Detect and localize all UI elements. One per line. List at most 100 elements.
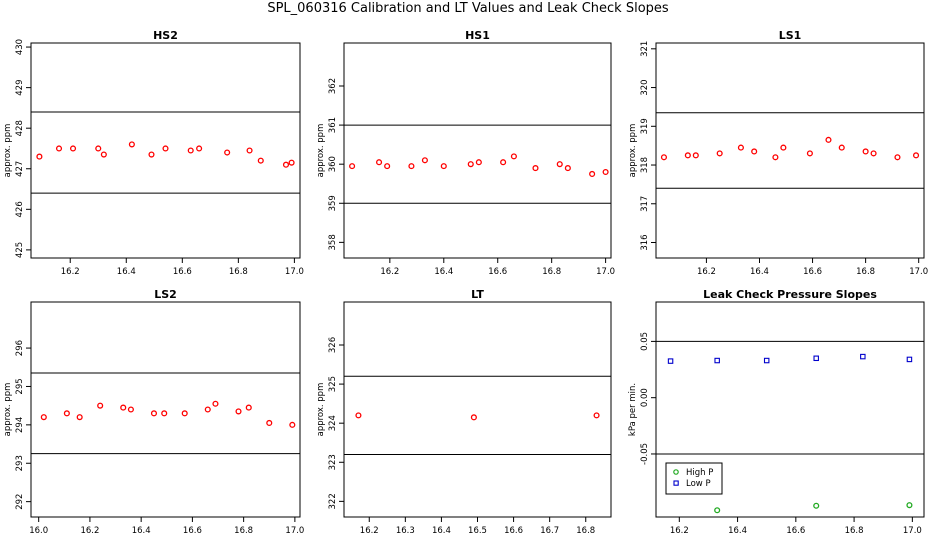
data-point (737, 144, 744, 151)
x-tick-label: 16.2 (697, 267, 716, 277)
x-tick-label: 16.4 (132, 526, 151, 536)
chart-leak: Leak Check Pressure Slopes 16.2 16.4 16.6 16… (628, 288, 925, 536)
x-tick-label: 16.2 (61, 267, 80, 277)
data-point (838, 144, 845, 151)
data-point (763, 357, 770, 364)
x-tick-label: 16.6 (488, 267, 507, 277)
y-tick-label: 360 (328, 156, 338, 172)
y-tick-label: 430 (15, 39, 25, 55)
data-point (63, 410, 70, 417)
chart-ls1: LS1 16.2 16.4 16.6 16.8 17.0 316 317 318 319 320 32… (628, 29, 928, 277)
plot-frame (343, 301, 612, 518)
y-tick-label: 293 (15, 455, 25, 471)
y-tick-label: 0.00 (640, 388, 650, 407)
x-tick-label: 17.0 (596, 267, 615, 277)
legend-label: Low P (686, 479, 711, 489)
data-point (714, 357, 720, 364)
legend-label: High P (686, 468, 713, 478)
data-point (36, 153, 43, 160)
y-tick-label: 294 (15, 417, 25, 433)
plot-frame (343, 42, 612, 259)
y-tick-label: 321 (640, 41, 650, 57)
x-tick-label: 16.8 (229, 267, 248, 277)
data-point (806, 150, 813, 157)
data-point (69, 145, 77, 152)
panel-title: HS1 (465, 29, 490, 42)
x-tick-label: 16.0 (29, 526, 48, 536)
data-point (349, 163, 356, 170)
y-axis-label: approx. ppm (316, 383, 326, 437)
data-point (510, 153, 517, 160)
y-tick-label: 320 (640, 79, 650, 95)
y-axis-label: kPa per min. (628, 383, 638, 436)
x-tick-label: 16.4 (432, 526, 451, 536)
y-axis-label: approx. ppm (316, 124, 326, 178)
data-point (589, 170, 596, 178)
x-tick-label: 16.7 (540, 526, 559, 536)
data-point (470, 414, 477, 421)
chart-hs1: HS1 16.2 16.4 16.6 16.8 17.0 358 359 360 361 362 ap… (316, 29, 615, 277)
x-tick-label: 16.4 (434, 267, 453, 277)
x-tick-label: 17.0 (285, 526, 304, 536)
data-point (870, 150, 877, 157)
data-point (289, 421, 296, 428)
data-point (894, 154, 901, 161)
data-point (246, 147, 253, 154)
legend-box (665, 462, 723, 495)
data-point (660, 154, 668, 161)
data-point (282, 161, 290, 168)
data-point (772, 154, 779, 161)
x-tick-label: 16.4 (750, 267, 769, 277)
data-point (467, 161, 474, 168)
y-tick-label: 295 (15, 378, 25, 394)
legend-marker-low-p (673, 480, 679, 486)
data-point (860, 353, 866, 360)
data-point (376, 159, 383, 166)
x-tick-label: 16.6 (803, 267, 822, 277)
panel-title: LT (471, 288, 484, 301)
x-tick-label: 17.0 (909, 267, 928, 277)
x-tick-label: 16.3 (396, 526, 415, 536)
data-point (825, 136, 832, 143)
plot-frame (30, 42, 301, 259)
y-tick-label: 317 (640, 196, 650, 212)
y-tick-label: 318 (640, 157, 650, 173)
legend-marker-high-p (673, 469, 679, 475)
y-tick-label: 358 (328, 234, 338, 250)
x-tick-label: 16.2 (380, 267, 399, 277)
x-tick-label: 16.6 (504, 526, 523, 536)
chart-lt: LT 16.2 16.3 16.4 16.5 16.6 16.7 16.8 322 323 324 3… (316, 288, 612, 536)
y-axis-label: approx. ppm (628, 124, 638, 178)
data-point (532, 165, 539, 172)
y-axis-label: approx. ppm (3, 383, 13, 437)
data-point (162, 145, 169, 152)
data-point (245, 404, 252, 411)
data-point (593, 412, 600, 419)
plot-frame (655, 301, 925, 518)
y-tick-label: 361 (328, 117, 338, 133)
x-tick-label: 16.6 (183, 526, 202, 536)
panel-title: HS2 (153, 29, 178, 42)
data-point (408, 163, 415, 170)
data-point (421, 157, 428, 164)
y-tick-label: 428 (15, 120, 25, 136)
data-point (224, 149, 231, 156)
y-tick-label: -0.05 (640, 443, 650, 465)
data-point (95, 145, 102, 152)
data-point (500, 159, 507, 166)
data-point (556, 161, 563, 168)
data-point (181, 410, 188, 417)
main-title: SPL_060316 Calibration and LT Values and… (267, 1, 669, 16)
chart-hs2: HS2 16.2 16.4 16.6 16.8 17.0 425 426 427 428 429 43… (3, 29, 304, 277)
data-point (714, 507, 721, 514)
x-tick-label: 16.8 (542, 267, 561, 277)
y-tick-label: 362 (328, 78, 338, 94)
data-point (100, 151, 107, 158)
y-axis-label: approx. ppm (3, 124, 13, 178)
data-point (212, 400, 219, 407)
data-point (266, 419, 273, 426)
data-point (813, 502, 820, 509)
y-tick-label: 296 (15, 340, 25, 356)
panel-title: LS2 (154, 288, 177, 301)
